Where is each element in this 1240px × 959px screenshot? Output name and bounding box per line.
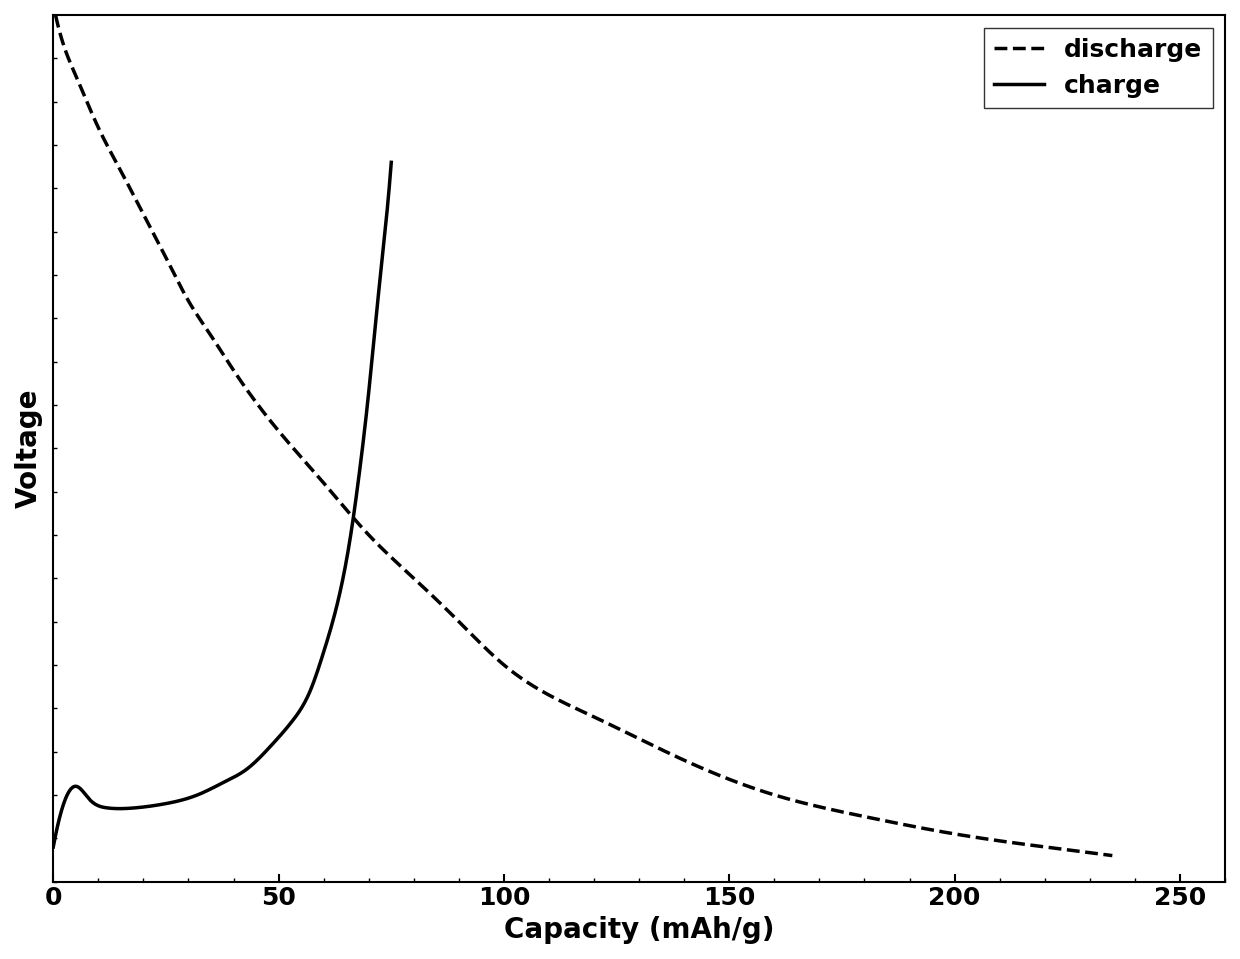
Line: charge: charge (53, 162, 392, 847)
discharge (914, 822, 929, 833)
Line: discharge: discharge (56, 15, 1112, 855)
charge (376, 245, 391, 256)
charge (228, 770, 243, 782)
Legend: discharge, charge: discharge, charge (985, 28, 1213, 108)
discharge (557, 697, 572, 709)
discharge (620, 727, 635, 738)
discharge (551, 693, 565, 705)
charge (322, 624, 337, 636)
discharge (1080, 847, 1095, 858)
discharge (48, 10, 63, 21)
charge (247, 757, 262, 768)
charge (208, 781, 223, 792)
charge (206, 782, 221, 793)
X-axis label: Capacity (mAh/g): Capacity (mAh/g) (503, 916, 775, 944)
Y-axis label: Voltage: Voltage (15, 388, 43, 508)
charge (384, 156, 399, 168)
discharge (677, 755, 692, 766)
charge (46, 841, 61, 853)
discharge (1105, 850, 1120, 861)
